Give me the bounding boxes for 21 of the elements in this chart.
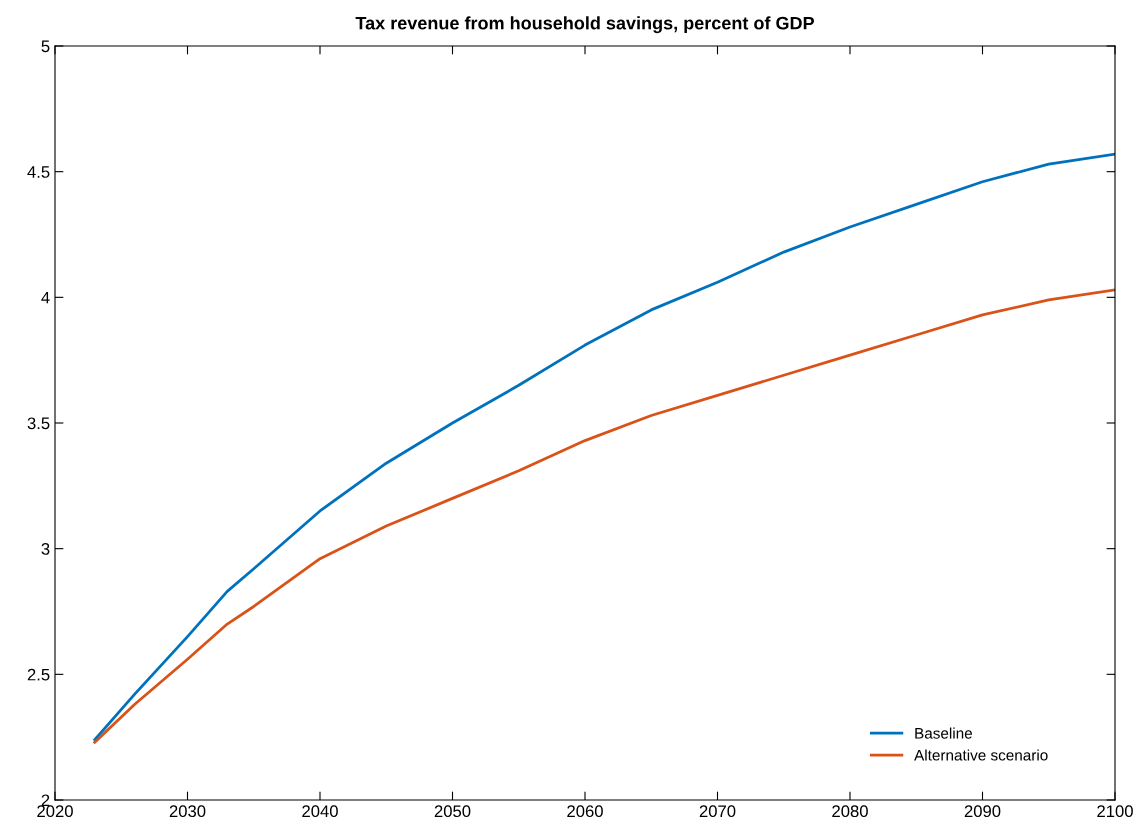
- x-tick-label: 2040: [302, 805, 338, 818]
- x-tick-label: 2090: [964, 805, 1001, 818]
- y-tick-label: 2.5: [27, 668, 50, 681]
- x-tick-label: 2100: [1097, 805, 1133, 818]
- y-tick-label: 4: [41, 291, 50, 304]
- line-series: [93, 152, 1115, 742]
- x-tick-label: 2020: [37, 805, 73, 818]
- y-tick-label: 2: [41, 794, 50, 807]
- y-tick-label: 3: [41, 543, 50, 555]
- chart-title: Tax revenue from household savings, percent of GDP: [355, 16, 814, 34]
- y-tick-label: 5: [41, 40, 50, 53]
- y-tick-label: 4.5: [27, 166, 50, 178]
- x-tick-label: 2060: [567, 805, 603, 818]
- x-tick-label: 2030: [169, 805, 206, 818]
- line-series: [93, 288, 1115, 744]
- x-tick-label: 2070: [699, 805, 736, 818]
- legend-label: Alternative scenario: [914, 749, 1048, 761]
- x-tick-label: 2050: [434, 805, 471, 818]
- legend-label: Baseline: [915, 727, 973, 739]
- x-tick-label: 2080: [832, 805, 868, 818]
- y-tick-label: 3.5: [27, 417, 50, 430]
